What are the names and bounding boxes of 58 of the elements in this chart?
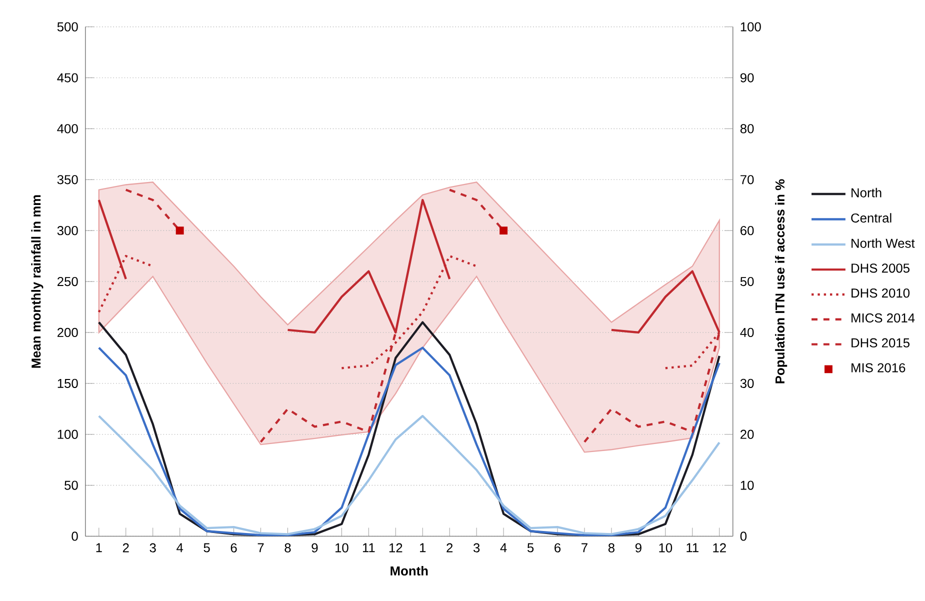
x-tick-label: 4 [176,543,184,552]
y2-tick-label: 10 [740,480,754,490]
y2-tick-label: 50 [740,277,754,286]
y-tick-label: 250 [58,277,78,286]
y2-tick-label: 20 [740,430,754,440]
x-tick-label: 7 [582,543,588,552]
x-tick-label: 11 [686,543,698,552]
y2-tick-label: 80 [740,124,754,134]
y2-tick-label: 70 [740,175,754,184]
x-tick-label: 10 [336,543,348,552]
y-axis-title: Mean monthly rainfall in mm [31,195,44,368]
y-tick-label: 150 [58,378,78,388]
legend-label: MIS 2016 [852,363,906,372]
y2-tick-label: 40 [740,328,754,338]
legend-label: North West [852,238,915,248]
y-tick-label: 400 [57,124,78,134]
legend-label: North [852,188,882,198]
x-tick-label: 3 [473,543,480,552]
y2-tick-label: 100 [740,22,761,32]
y2-tick-label: 90 [740,73,754,82]
y-tick-label: 450 [57,73,78,82]
line-series [98,415,720,536]
y-tick-label: 350 [57,175,78,184]
legend-label: Central [851,213,892,223]
legend-label: DHS 2015 [852,338,910,348]
x-tick-label: 11 [362,543,375,552]
y2-axis-title: Population ITN use if access in % [775,179,788,384]
y-tick-label: 300 [57,226,78,236]
x-tick-label: 7 [258,543,264,552]
y-tick-label: 0 [72,532,78,541]
x-tick-label: 4 [500,543,507,552]
legend-label: MICS 2014 [852,314,915,323]
x-tick-label: 5 [204,543,210,552]
x-tick-label: 9 [312,543,318,552]
y2-tick-label: 60 [740,226,754,236]
x-tick-label: 5 [527,543,534,552]
x-tick-label: 6 [554,543,561,552]
x-tick-label: 9 [635,543,642,552]
legend-label: DHS 2005 [852,264,910,273]
legend-label: DHS 2010 [852,288,910,298]
x-tick-label: 2 [122,543,129,552]
x-tick-label: 10 [659,543,672,552]
x-tick-label: 3 [150,543,156,552]
x-tick-label: 1 [96,543,102,552]
x-axis-title: Month [390,566,428,576]
y2-tick-label: 0 [740,532,747,541]
x-tick-label: 1 [420,543,426,552]
y-tick-label: 200 [58,328,78,338]
x-tick-label: 8 [284,543,291,552]
x-tick-label: 8 [608,543,614,552]
x-tick-label: 12 [389,543,402,552]
x-tick-label: 12 [713,543,726,552]
x-tick-label: 2 [446,543,453,552]
y2-tick-label: 30 [740,378,754,388]
y-tick-label: 100 [58,430,78,440]
y-tick-label: 500 [57,22,78,32]
x-tick-label: 6 [230,543,237,552]
y-tick-label: 50 [64,480,78,490]
